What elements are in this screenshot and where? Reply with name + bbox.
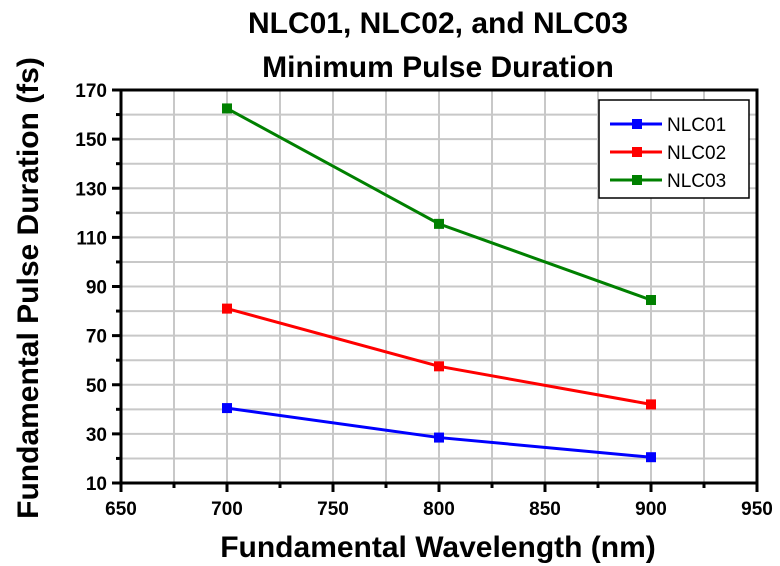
data-point-nlc03	[434, 218, 444, 229]
data-point-nlc01	[222, 403, 232, 414]
tick-labels: 650 700 750 800 850 900 950 10 30 50 70 90 110 130 150…	[75, 81, 773, 520]
y-tick-label: 150	[75, 130, 107, 151]
y-tick-label: 30	[86, 425, 107, 446]
x-tick-label: 650	[105, 499, 137, 520]
legend-box	[598, 99, 750, 199]
axis-ticks	[112, 88, 759, 492]
x-tick-label: 750	[317, 499, 349, 520]
y-tick-label: 10	[86, 474, 107, 495]
y-tick-label: 110	[76, 228, 107, 249]
x-axis-title: Fundamental Wavelength (nm)	[220, 531, 656, 564]
data-point-nlc01	[434, 432, 444, 443]
series-layer	[222, 103, 656, 463]
legend-marker-nlc02	[632, 147, 642, 157]
data-point-nlc02	[434, 361, 444, 372]
x-tick-label: 800	[423, 499, 455, 520]
x-tick-label: 900	[635, 499, 667, 520]
x-tick-label: 950	[741, 499, 773, 520]
data-point-nlc02	[646, 399, 656, 410]
x-tick-label: 700	[211, 499, 243, 520]
data-point-nlc03	[222, 103, 232, 114]
data-point-nlc02	[222, 303, 232, 314]
y-tick-label: 130	[75, 179, 107, 200]
chart-title-line-2: Minimum Pulse Duration	[262, 51, 614, 84]
y-tick-label: 170	[75, 81, 107, 102]
legend-marker-nlc01	[632, 119, 642, 129]
data-point-nlc01	[646, 452, 656, 463]
x-tick-label: 850	[529, 499, 561, 520]
legend-label-nlc03: NLC03	[667, 171, 726, 192]
legend: NLC01 NLC02 NLC03	[598, 99, 750, 199]
y-axis-title: Fundamental Pulse Duration (fs)	[12, 57, 45, 519]
legend-label-nlc01: NLC01	[667, 115, 726, 136]
data-point-nlc03	[646, 295, 656, 306]
y-tick-label: 90	[86, 278, 107, 299]
chart-title-line-1: NLC01, NLC02, and NLC03	[248, 7, 628, 40]
legend-marker-nlc03	[632, 175, 642, 185]
legend-label-nlc02: NLC02	[667, 143, 726, 164]
y-tick-label: 70	[86, 327, 107, 348]
y-tick-label: 50	[86, 376, 107, 397]
